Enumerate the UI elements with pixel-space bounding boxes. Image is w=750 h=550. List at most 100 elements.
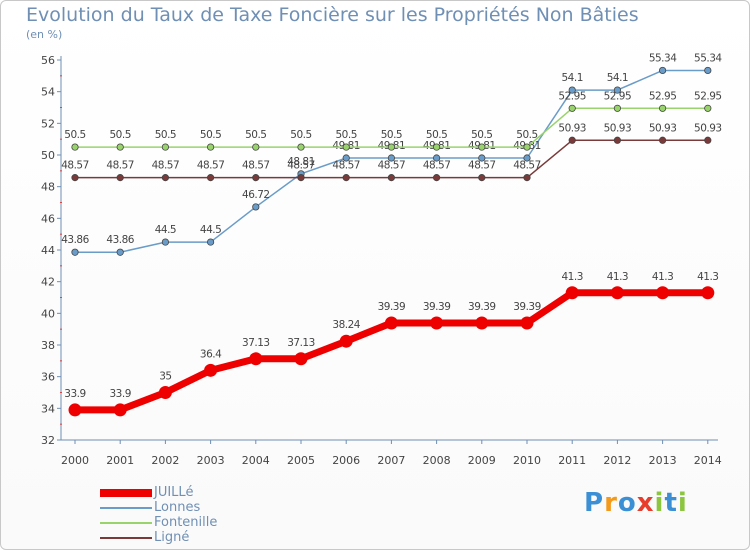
data-label-fontenille: 50.5 [516, 129, 537, 141]
data-point-juill- [158, 386, 172, 399]
data-point-lonnes [432, 154, 441, 162]
data-point-fontenille [342, 143, 350, 151]
data-point-lign- [71, 174, 79, 182]
x-tick-label: 2007 [377, 454, 405, 467]
data-label-fontenille: 50.5 [110, 129, 131, 141]
data-point-lign- [342, 174, 350, 182]
data-point-lign- [161, 174, 169, 182]
chart-title: Evolution du Taux de Taxe Foncière sur l… [26, 4, 639, 26]
y-tick-label: 32 [41, 434, 55, 447]
data-label-juill-: 33.9 [64, 388, 85, 400]
data-label-lonnes: 44.5 [200, 224, 221, 236]
data-label-lign-: 48.57 [106, 160, 134, 172]
legend-label-lonnes: Lonnes [154, 500, 201, 515]
data-label-fontenille: 50.5 [381, 129, 402, 141]
x-tick-label: 2010 [513, 454, 541, 467]
data-point-lonnes [568, 86, 576, 94]
data-point-lonnes [71, 248, 79, 256]
x-tick-label: 2009 [468, 454, 496, 467]
data-label-lign-: 48.57 [287, 160, 315, 172]
data-point-lign- [478, 174, 486, 182]
data-point-juill- [68, 403, 82, 417]
data-point-lonnes [478, 154, 486, 162]
data-point-juill- [520, 316, 534, 330]
data-point-lign- [613, 136, 622, 144]
y-tick-label: 42 [41, 276, 55, 289]
data-point-lign- [704, 136, 712, 144]
y-tick-label: 44 [41, 244, 55, 257]
data-point-lonnes [523, 154, 531, 162]
data-point-juill- [565, 286, 579, 300]
y-tick-label: 52 [41, 117, 55, 130]
logo-letter: i [654, 488, 665, 518]
data-label-juill-: 38.24 [332, 319, 360, 331]
data-label-lign-: 48.57 [332, 160, 360, 172]
data-label-lign-: 48.57 [242, 160, 270, 172]
logo-letter: t [664, 488, 678, 518]
data-label-juill-: 37.13 [242, 337, 270, 349]
y-tick-label: 34 [41, 402, 55, 415]
y-tick-label: 38 [41, 339, 55, 352]
legend-item-ligne: Ligné [100, 531, 217, 545]
data-point-juill- [475, 316, 489, 330]
data-point-fontenille [568, 104, 576, 112]
data-point-fontenille [658, 104, 667, 112]
data-label-lign-: 50.93 [558, 122, 586, 134]
data-label-lonnes: 55.34 [649, 52, 677, 64]
data-point-lonnes [252, 203, 260, 211]
data-label-fontenille: 50.5 [64, 129, 85, 141]
legend: JUILLé Lonnes Fontenille Ligné [100, 486, 217, 546]
data-point-fontenille [523, 143, 531, 151]
logo-letter: i [677, 488, 688, 518]
data-point-lonnes [658, 66, 667, 75]
y-tick-label: 36 [41, 371, 55, 384]
data-point-lonnes [342, 154, 350, 162]
data-label-lign-: 50.93 [604, 122, 632, 134]
data-label-juill-: 41.3 [652, 271, 673, 283]
data-point-lign- [297, 174, 305, 182]
data-label-lign-: 50.93 [694, 122, 722, 134]
data-point-juill- [430, 316, 444, 330]
data-label-lonnes: 54.1 [607, 72, 628, 84]
data-point-juill- [339, 334, 353, 348]
data-label-juill-: 41.3 [607, 271, 628, 283]
data-label-lign-: 48.57 [378, 160, 406, 172]
data-point-lign- [658, 136, 667, 144]
data-point-fontenille [297, 143, 305, 151]
data-point-lonnes [207, 238, 215, 246]
data-label-lign-: 48.57 [468, 160, 496, 172]
logo-letter: r [604, 488, 618, 518]
y-tick-label: 40 [41, 307, 55, 320]
data-point-fontenille [432, 143, 441, 151]
data-label-juill-: 41.3 [562, 271, 583, 283]
line-chart: 32 34 36 38 40 42 44 46 48 50 52 54 56 2000 2001 2002 20… [41, 52, 723, 467]
data-point-juill- [113, 403, 127, 417]
data-point-fontenille [387, 143, 395, 151]
logo-letter: o [617, 488, 637, 518]
legend-label-ligne: Ligné [154, 530, 190, 545]
x-tick-label: 2002 [151, 454, 179, 467]
data-label-fontenille: 50.5 [200, 129, 221, 141]
data-label-lonnes: 44.5 [155, 224, 176, 236]
data-label-fontenille: 52.95 [649, 90, 677, 102]
data-point-juill- [204, 363, 218, 377]
data-point-fontenille [116, 143, 124, 151]
data-label-lign-: 48.57 [61, 160, 89, 172]
y-tick-label: 48 [41, 181, 55, 194]
x-tick-label: 2013 [649, 454, 677, 467]
x-tick-label: 2005 [287, 454, 315, 467]
data-point-juill- [294, 352, 308, 366]
data-label-lign-: 50.93 [649, 122, 677, 134]
x-tick-label: 2014 [694, 454, 722, 467]
data-point-lign- [252, 174, 260, 182]
data-point-lign- [568, 136, 576, 144]
x-tick-label: 2001 [106, 454, 134, 467]
data-label-lign-: 48.57 [152, 160, 180, 172]
data-point-fontenille [252, 143, 260, 151]
data-label-fontenille: 52.95 [558, 90, 586, 102]
data-label-juill-: 33.9 [110, 388, 131, 400]
data-label-fontenille: 52.95 [604, 90, 632, 102]
data-point-juill- [610, 286, 624, 300]
data-point-lonnes [704, 66, 712, 75]
